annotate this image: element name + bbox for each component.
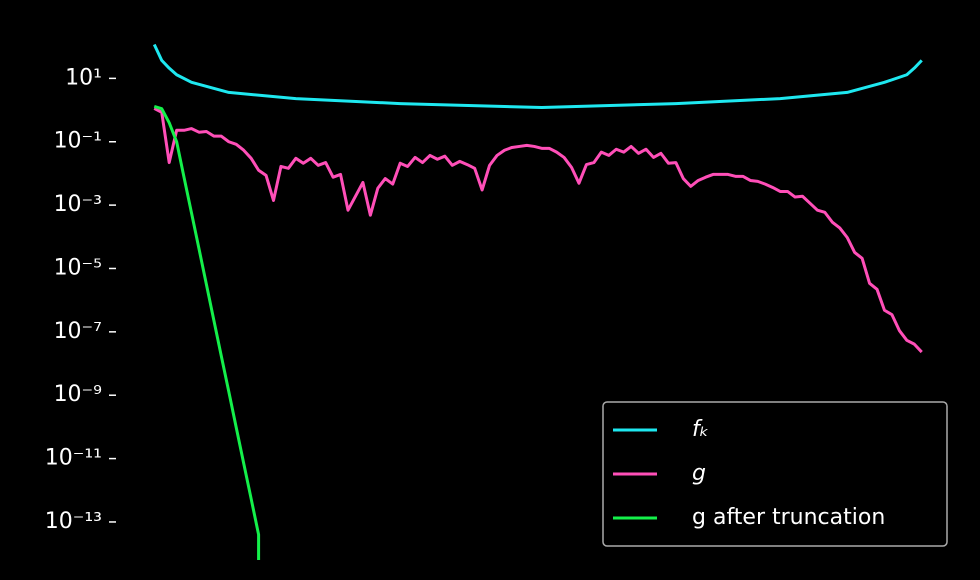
series-line bbox=[153, 105, 261, 560]
legend-frame bbox=[602, 401, 948, 547]
y-tick-label: 10⁻¹³ bbox=[45, 509, 102, 534]
y-tick-label: 10⁻³ bbox=[54, 192, 102, 217]
y-tick-label: 10⁻⁵ bbox=[54, 255, 102, 280]
legend-label: g bbox=[692, 461, 706, 486]
y-tick-label: 10¹ bbox=[65, 65, 102, 90]
series-line bbox=[153, 107, 923, 354]
legend: fₖ g g after truncation bbox=[602, 401, 948, 547]
y-tick-label: 10⁻⁷ bbox=[54, 319, 102, 344]
series-line bbox=[152, 43, 923, 110]
y-tick-label: 10⁻⁹ bbox=[54, 382, 102, 407]
plot-area bbox=[152, 43, 923, 560]
legend-label: fₖ bbox=[692, 417, 709, 442]
legend-label: g after truncation bbox=[692, 505, 885, 530]
y-tick-label: 10⁻¹ bbox=[54, 129, 102, 154]
y-tick-label: 10⁻¹¹ bbox=[45, 446, 102, 471]
